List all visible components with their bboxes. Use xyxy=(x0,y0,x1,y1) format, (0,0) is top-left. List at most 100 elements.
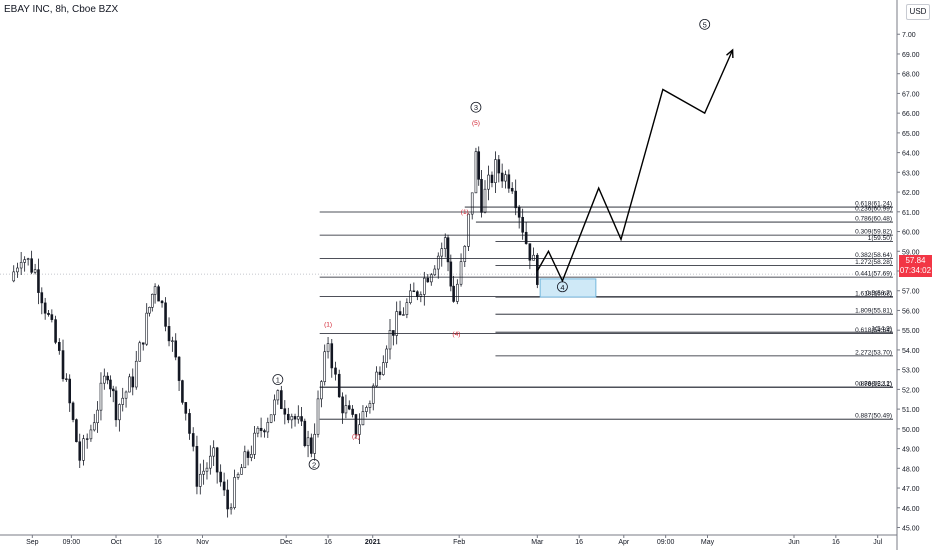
fib-level-label: 0.618(54.84) xyxy=(855,327,892,334)
wave-label: 4 xyxy=(560,283,564,292)
candle-body xyxy=(111,388,115,392)
candle-body xyxy=(398,311,402,316)
candle-body xyxy=(494,159,497,183)
candle-body xyxy=(57,342,61,351)
candle-body xyxy=(361,411,365,426)
candle-body xyxy=(259,427,263,431)
candle-body xyxy=(219,471,222,483)
currency-badge[interactable]: USD xyxy=(906,4,930,20)
y-tick-label: 55.00 xyxy=(902,328,920,335)
y-tick-label: 51.00 xyxy=(902,407,920,414)
candle-body xyxy=(449,261,453,287)
candle-body xyxy=(160,300,164,304)
wave-label-red: (4) xyxy=(452,331,460,338)
candle-body xyxy=(229,507,233,510)
candle-body xyxy=(310,437,313,454)
candle-body xyxy=(121,397,125,405)
candle-body xyxy=(99,382,103,411)
candle-body xyxy=(293,416,297,420)
fib-level-label: 0.5(56.7) xyxy=(866,290,892,297)
candle-body xyxy=(75,419,78,443)
candle-body xyxy=(106,375,109,381)
y-tick-label: 61.00 xyxy=(902,210,920,217)
candle-body xyxy=(490,174,494,183)
candle-body xyxy=(174,340,178,358)
candle-body xyxy=(402,314,405,316)
candle-body xyxy=(114,390,118,421)
candle-body xyxy=(23,259,26,263)
candle-body xyxy=(181,380,184,403)
candle-body xyxy=(341,396,344,414)
y-tick-label: 7.00 xyxy=(902,32,916,39)
candle-body xyxy=(226,489,229,510)
candle-body xyxy=(273,399,276,416)
candle-body xyxy=(287,413,290,421)
candle-body xyxy=(487,174,490,190)
x-tick-label: Nov xyxy=(196,539,209,546)
wave-label-circle xyxy=(308,458,320,470)
y-tick-label: 50.00 xyxy=(902,427,920,434)
candle-body xyxy=(37,269,40,293)
candle-body xyxy=(65,378,68,380)
y-tick-label: 49.00 xyxy=(902,447,920,454)
candle-body xyxy=(269,414,273,423)
candle-body xyxy=(426,277,430,283)
fib-level-label: 0.441(57.69) xyxy=(855,271,892,278)
candle-body xyxy=(246,451,250,458)
candle-body xyxy=(347,405,351,410)
candle-body xyxy=(497,159,501,174)
fib-level-label: 1(59.50) xyxy=(868,235,892,242)
candle-body xyxy=(521,216,524,233)
candle-body xyxy=(313,433,316,454)
fib-level-label: 1.809(55.81) xyxy=(855,308,892,315)
x-tick-label: May xyxy=(701,539,715,546)
candle-body xyxy=(296,416,300,420)
candle-body xyxy=(43,302,47,314)
candle-body xyxy=(240,467,243,475)
y-tick-label: 52.00 xyxy=(902,387,920,394)
candle-body xyxy=(323,351,327,382)
candle-body xyxy=(54,319,57,343)
candle-body xyxy=(118,404,121,421)
candle-body xyxy=(303,420,307,447)
candle-body xyxy=(191,433,195,447)
candle-body xyxy=(500,172,504,182)
candle-body xyxy=(212,447,215,457)
candle-body xyxy=(68,378,72,404)
candle-body xyxy=(480,179,483,213)
candle-body xyxy=(483,188,487,213)
candle-body xyxy=(395,311,398,336)
candle-body xyxy=(378,371,382,375)
candle-body xyxy=(300,416,303,422)
candle-body xyxy=(510,188,514,192)
candle-body xyxy=(528,243,532,261)
candle-body xyxy=(109,379,112,390)
candle-body xyxy=(290,416,294,421)
candle-body xyxy=(195,446,199,487)
candle-body xyxy=(316,398,320,435)
candle-body xyxy=(392,330,395,336)
candle-body xyxy=(47,312,50,315)
y-tick-label: 54.00 xyxy=(902,348,920,355)
candle-body xyxy=(514,190,517,209)
candle-body xyxy=(344,405,348,414)
x-tick-label: Apr xyxy=(618,539,630,546)
wave-label-circle xyxy=(272,374,284,385)
candle-body xyxy=(507,174,511,189)
y-tick-label: 46.00 xyxy=(902,506,920,513)
candle-body xyxy=(71,402,75,420)
candle-body xyxy=(320,381,323,400)
fib-level-label: 1(54.9) xyxy=(871,326,892,333)
wave-label-red: (1) xyxy=(324,321,332,328)
x-tick-label: 16 xyxy=(575,539,583,546)
bar-countdown: 07:34:02 xyxy=(899,266,932,275)
candle-body xyxy=(16,267,19,273)
fib-level-label: 0.618(61.24) xyxy=(855,201,892,208)
target-zone-layer xyxy=(539,278,597,298)
fib-level-label: 0.887(50.49) xyxy=(855,413,892,420)
fib-level-label: 0.236(60.99) xyxy=(855,206,892,213)
candle-body xyxy=(532,254,535,261)
wave-label-red: (2) xyxy=(352,434,360,441)
